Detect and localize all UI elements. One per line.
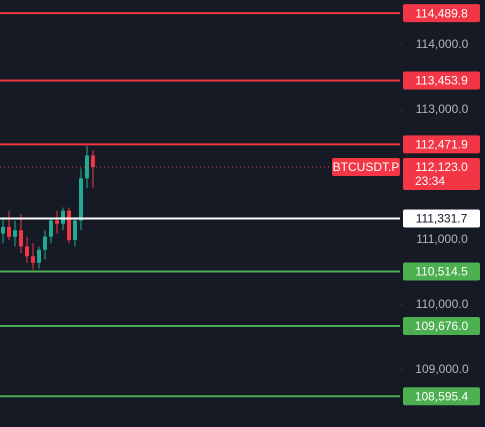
price-level-box [403,387,480,406]
candle-body [13,230,17,237]
candle-body [49,220,53,237]
price-level-label: 114,489.8 [415,6,468,20]
price-level-box [403,209,480,228]
candle-body [85,155,89,179]
y-tick-label: 114,000.0 [416,37,469,51]
candle-body [1,227,5,234]
price-level-label: 108,595.4 [415,389,469,403]
y-tick-label: 111,000.0 [416,232,468,246]
candle-body [67,210,71,241]
candle-body [25,246,29,257]
candle-body [61,210,65,224]
symbol-label: BTCUSDT.P [333,160,400,174]
candle-body [19,230,23,247]
y-tick-label: 113,000.0 [416,102,469,116]
y-tick-label: 110,000.0 [416,297,469,311]
candle-body [31,256,35,263]
price-level-label: 109,676.0 [415,319,469,333]
price-level-label: 110,514.5 [415,265,468,279]
candle-body [7,227,11,237]
last-price-box [403,158,480,191]
price-level-box [403,71,480,90]
countdown-label: 23:34 [415,174,445,188]
candle-body [43,236,47,250]
candle-body [79,178,83,221]
last-price-label: 112,123.0 [415,160,468,174]
price-level-label: 113,453.9 [415,74,468,88]
price-level-label: 112,471.9 [415,137,468,151]
candle-body [37,249,41,263]
candle-body [91,155,95,168]
candle-body [55,220,59,224]
symbol-box [332,158,400,177]
price-level-box [403,262,480,281]
price-level-box [403,135,480,154]
candle-body [73,220,77,241]
price-level-box [403,4,480,23]
y-tick-label: 109,000.0 [415,362,469,376]
price-level-label: 111,331.7 [416,212,468,226]
price-level-box [403,317,480,336]
